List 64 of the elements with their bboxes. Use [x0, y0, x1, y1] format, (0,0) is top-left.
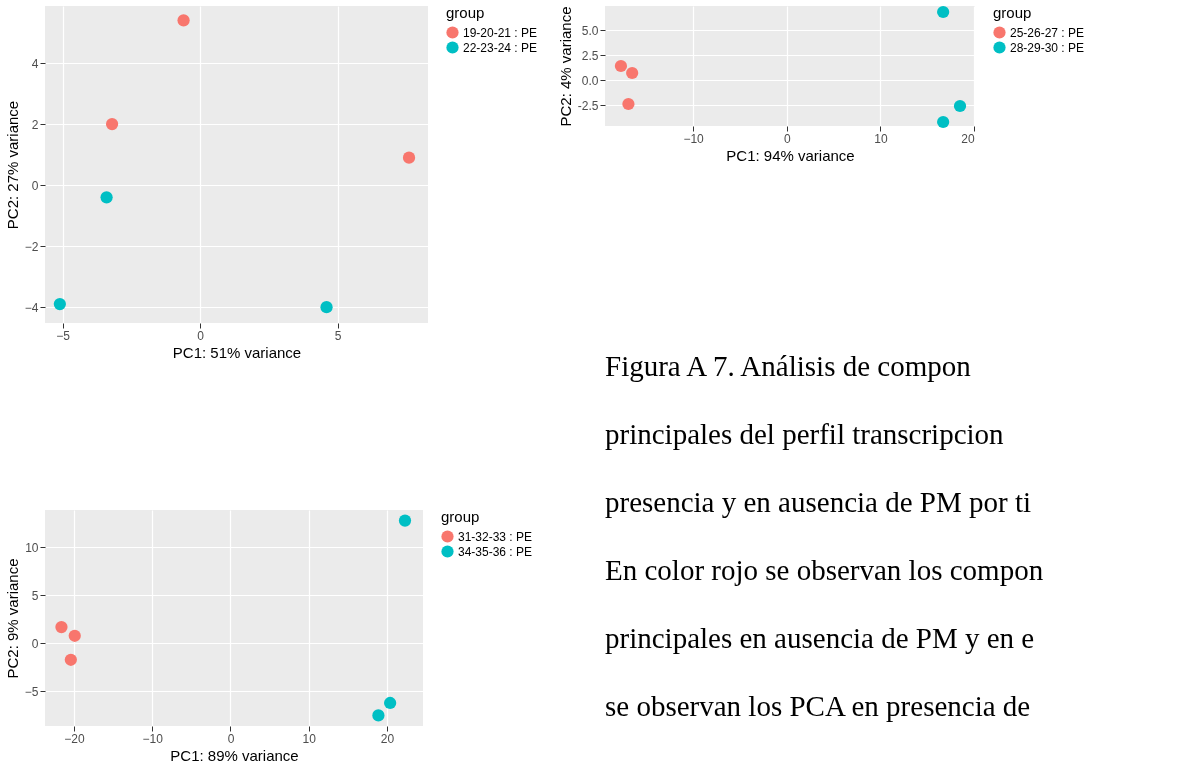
legend-label: 34-35-36 : PE: [458, 544, 533, 559]
y-tick-label: −2: [24, 239, 39, 254]
text: principales en ausencia de PM y en e: [605, 622, 1035, 654]
text: principales del perfil transcripcion: [605, 418, 1005, 450]
legend-label: 22-23-24 : PE: [463, 40, 538, 55]
point: [614, 59, 628, 73]
y-tick-label: 10: [25, 540, 39, 555]
y-tick-label: −5: [24, 684, 39, 699]
x-tick-label: −5: [56, 328, 71, 343]
point: [626, 66, 639, 80]
y-tick-label: 5.0: [581, 23, 599, 38]
legend-label: 31-32-33 : PE: [458, 529, 533, 544]
x-tick-label: 20: [961, 131, 975, 146]
y-tick-label: 0: [31, 178, 39, 193]
point: [105, 117, 119, 131]
legend-title: group: [441, 508, 480, 525]
point: [953, 99, 967, 113]
x-tick-label: −10: [142, 731, 164, 746]
point: [55, 621, 68, 634]
x-tick-label: −10: [683, 131, 705, 146]
point: [372, 709, 385, 722]
y-axis-title: PC2: 27% variance: [3, 100, 21, 230]
point: [937, 5, 950, 19]
y-tick-label: -2.5: [577, 98, 599, 113]
y-tick-label: 2: [31, 117, 39, 132]
point: [384, 696, 397, 710]
x-tick-label: −20: [64, 731, 85, 746]
point: [937, 115, 950, 129]
x-tick-label: 5: [334, 328, 342, 343]
legend-label: 19-20-21 : PE: [463, 25, 538, 40]
legend-title: group: [993, 4, 1032, 21]
legend-title: group: [446, 4, 485, 21]
y-tick-label: −4: [24, 300, 39, 315]
y-tick-label: 4: [31, 56, 39, 71]
point: [68, 629, 81, 642]
y-axis-title: PC2: 4% variance: [556, 6, 574, 127]
x-tick-label: 10: [302, 731, 317, 746]
x-tick-label: 0: [227, 731, 235, 746]
y-tick-label: 5: [31, 588, 39, 603]
x-tick-label: 0: [783, 131, 791, 146]
point: [53, 297, 66, 311]
point: [622, 97, 635, 111]
x-tick-label: 0: [197, 328, 205, 343]
y-tick-label: 2.5: [581, 48, 599, 63]
point: [320, 301, 333, 314]
x-tick-label: 20: [380, 731, 395, 746]
point: [64, 653, 77, 666]
text: Figura A 7. Análisis de compon: [605, 350, 972, 382]
text: presencia y en ausencia de PM por ti: [605, 486, 1031, 518]
text: se observan los PCA en presencia de: [605, 690, 1031, 722]
text: En color rojo se observan los compon: [605, 554, 1044, 586]
y-tick-label: 0: [31, 636, 39, 651]
x-tick-label: 10: [874, 131, 888, 146]
x-axis-title: PC1: 51% variance: [172, 343, 302, 361]
x-axis-title: PC1: 94% variance: [726, 146, 855, 164]
point: [402, 151, 416, 164]
legend-label: 25-26-27 : PE: [1010, 25, 1085, 40]
point: [177, 14, 190, 27]
legend-label: 28-29-30 : PE: [1010, 40, 1085, 55]
y-tick-label: 0.0: [581, 73, 599, 88]
point: [100, 191, 113, 204]
y-axis-title: PC2: 9% variance: [3, 558, 21, 679]
x-axis-title: PC1: 89% variance: [170, 746, 299, 762]
point: [398, 514, 412, 527]
